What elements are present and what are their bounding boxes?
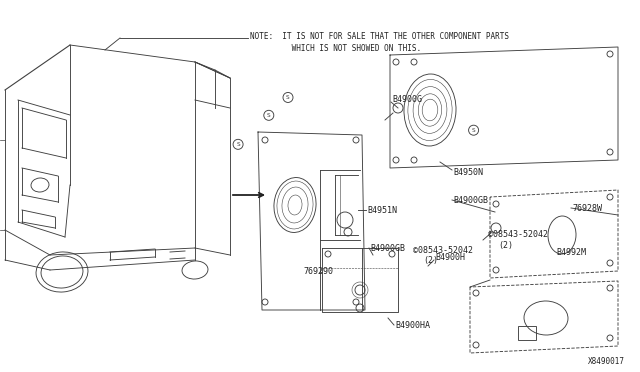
Text: WHICH IS NOT SHOWED ON THIS.: WHICH IS NOT SHOWED ON THIS. — [250, 44, 421, 52]
Text: (2): (2) — [423, 257, 438, 266]
Text: NOTE:  IT IS NOT FOR SALE THAT THE OTHER COMPONENT PARTS: NOTE: IT IS NOT FOR SALE THAT THE OTHER … — [250, 32, 509, 41]
Text: B4900G: B4900G — [392, 94, 422, 103]
Text: B4900GB: B4900GB — [453, 196, 488, 205]
Text: B4900GB: B4900GB — [370, 244, 405, 253]
Text: 769290: 769290 — [303, 267, 333, 276]
Text: B4951N: B4951N — [367, 205, 397, 215]
Text: ©08543-52042: ©08543-52042 — [488, 230, 548, 238]
Bar — [518, 326, 536, 340]
Text: B4900HA: B4900HA — [395, 321, 430, 330]
Text: X8490017: X8490017 — [588, 357, 625, 366]
Text: S: S — [472, 128, 476, 133]
Text: 76928W: 76928W — [572, 203, 602, 212]
Text: (2): (2) — [498, 241, 513, 250]
Text: S: S — [236, 142, 240, 147]
Text: ©08543-52042: ©08543-52042 — [413, 246, 473, 254]
Text: S: S — [286, 95, 290, 100]
Text: B4950N: B4950N — [453, 167, 483, 176]
Text: B4992M: B4992M — [556, 247, 586, 257]
Text: S: S — [267, 113, 271, 118]
Text: B4900H: B4900H — [435, 253, 465, 263]
